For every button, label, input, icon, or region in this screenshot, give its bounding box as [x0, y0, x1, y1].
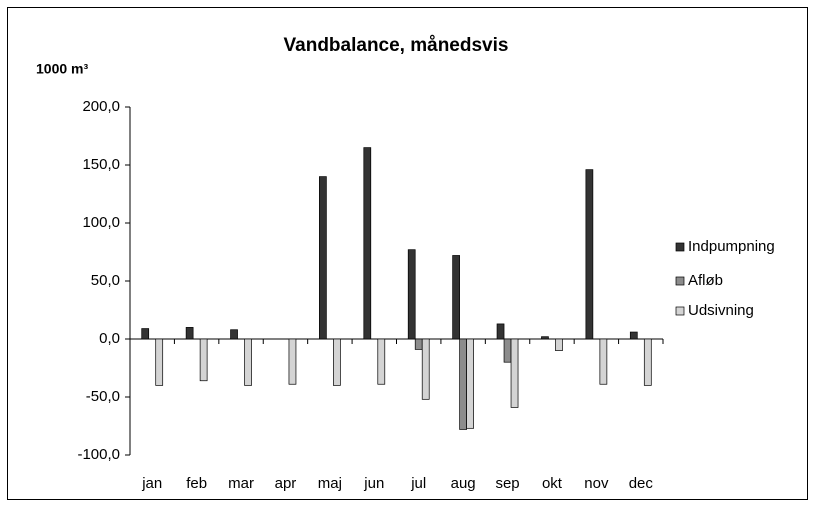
x-tick-label: dec: [629, 475, 654, 492]
bar: [466, 338, 474, 429]
bar: [288, 338, 297, 385]
legend-swatch: [675, 242, 685, 252]
bar: [496, 323, 505, 340]
y-axis-label: 1000 m³: [36, 61, 88, 77]
y-tick-label: -100,0: [77, 446, 120, 463]
legend-swatch: [675, 276, 685, 286]
x-tick-label: sep: [495, 475, 519, 492]
bar: [199, 338, 208, 382]
bar: [503, 338, 512, 363]
y-tick-label: 150,0: [82, 156, 120, 173]
bar: [585, 169, 594, 340]
legend-swatch: [675, 306, 685, 316]
y-tick-label: 50,0: [91, 272, 120, 289]
x-tick-label: apr: [275, 475, 297, 492]
bar: [244, 338, 252, 386]
x-tick-label: aug: [451, 475, 476, 492]
bar: [643, 338, 652, 386]
bar: [230, 329, 238, 340]
x-tick-label: maj: [318, 475, 342, 492]
bar: [155, 338, 164, 386]
bar: [459, 338, 467, 430]
legend-label: Indpumpning: [688, 238, 775, 255]
bar: [421, 338, 430, 400]
chart-border: [7, 7, 808, 500]
bar: [141, 328, 150, 340]
bar: [407, 249, 416, 340]
bar: [414, 338, 423, 350]
y-tick-label: 200,0: [82, 98, 120, 115]
legend-label: Udsivning: [688, 302, 754, 319]
x-tick-label: nov: [584, 475, 609, 492]
bar: [629, 331, 638, 340]
bar: [452, 255, 460, 340]
y-tick-label: 100,0: [82, 214, 120, 231]
x-tick-label: jul: [410, 475, 426, 492]
bar: [319, 176, 327, 340]
bar: [541, 336, 549, 340]
legend-label: Afløb: [688, 272, 723, 289]
bar: [599, 338, 608, 385]
x-tick-label: jun: [363, 475, 384, 492]
y-tick-label: -50,0: [86, 388, 120, 405]
x-tick-label: feb: [186, 475, 207, 492]
bar: [333, 338, 341, 386]
bar: [510, 338, 519, 408]
bar: [185, 327, 194, 340]
bar: [363, 147, 372, 340]
bar: [555, 338, 563, 351]
x-tick-label: okt: [542, 475, 563, 492]
y-tick-label: 0,0: [99, 330, 120, 347]
x-tick-label: jan: [141, 475, 162, 492]
x-tick-label: mar: [228, 475, 254, 492]
chart-title: Vandbalance, månedsvis: [284, 35, 509, 56]
bar: [377, 338, 386, 385]
